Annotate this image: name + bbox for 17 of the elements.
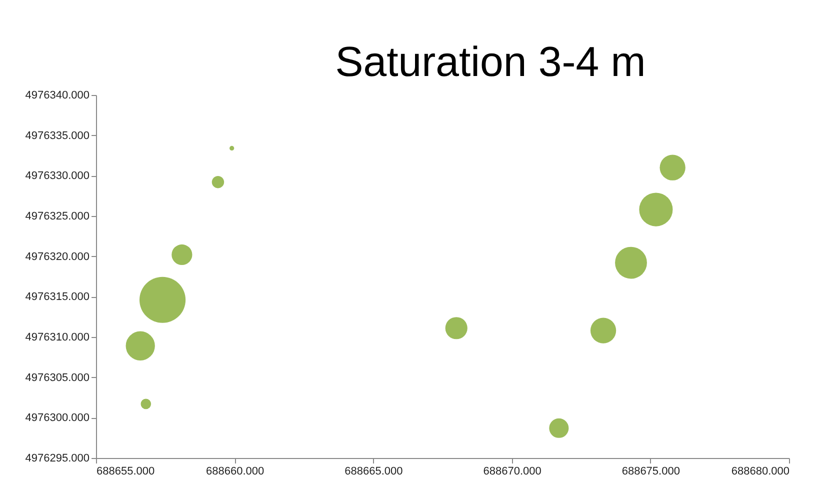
y-tick-label: 4976320.000 <box>25 250 90 263</box>
x-tick-label: 688670.000 <box>483 466 542 478</box>
y-tick-label: 4976330.000 <box>25 170 90 182</box>
chart-title: Saturation 3-4 m <box>335 38 646 85</box>
y-tick-label: 4976315.000 <box>25 291 90 304</box>
y-tick-label: 4976305.000 <box>25 372 90 384</box>
x-tick-label: 688665.000 <box>344 466 403 478</box>
x-tick-label: 688660.000 <box>206 466 264 478</box>
y-tick-label: 4976300.000 <box>25 412 90 424</box>
x-tick-label: 688680.000 <box>731 466 790 478</box>
x-tick-label: 688675.000 <box>622 466 680 478</box>
y-tick-label: 4976325.000 <box>25 210 90 222</box>
y-tick-label: 4976340.000 <box>25 90 90 102</box>
y-tick-label: 4976295.000 <box>25 452 90 464</box>
x-tick-label: 688655.000 <box>96 466 155 478</box>
y-tick-label: 4976335.000 <box>25 130 90 142</box>
y-tick-label: 4976310.000 <box>25 332 90 344</box>
